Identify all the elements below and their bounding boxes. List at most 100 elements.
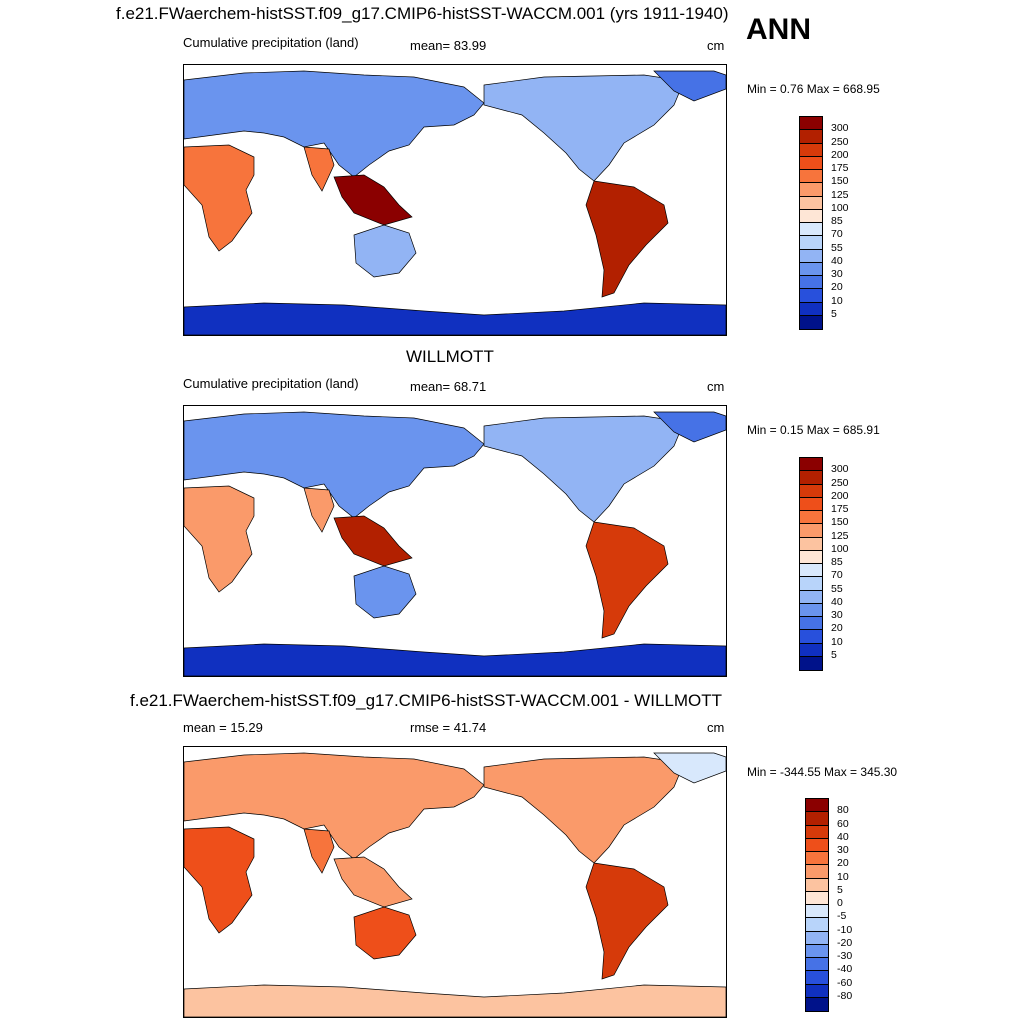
region-india: [303, 828, 335, 874]
colorbar-tick-label: 80: [837, 804, 849, 817]
panel-3-colorbar-swatch: [806, 984, 828, 998]
colorbar-tick-label: -60: [837, 976, 853, 989]
panel-2-colorbar-swatch: [800, 643, 822, 657]
panel-1-map-svg: [184, 70, 726, 335]
colorbar-tick-label: 250: [831, 135, 849, 148]
panel-1-colorbar-swatch: [800, 143, 822, 157]
colorbar-tick-label: 175: [831, 162, 849, 174]
panel-2-variable-label: Cumulative precipitation (land): [183, 376, 359, 391]
region-india: [303, 146, 335, 192]
region-north-america: [483, 415, 685, 523]
region-se-asia: [333, 515, 413, 567]
colorbar-tick-label: 125: [831, 188, 849, 201]
colorbar-tick-label: 40: [837, 830, 849, 843]
colorbar-tick-label: 200: [831, 489, 849, 502]
panel-1-colorbar-swatch: [800, 223, 822, 237]
panel-2-colorbar-swatch: [800, 577, 822, 591]
colorbar-tick-label: 20: [837, 857, 849, 870]
panel-1-colorbar-swatch: [800, 289, 822, 303]
panel-2-minmax: Min = 0.15 Max = 685.91: [747, 423, 880, 437]
panel-1-units: cm: [707, 38, 725, 53]
region-australia: [353, 906, 417, 960]
panel-3-colorbar-swatch: [806, 971, 828, 985]
region-europe-asia: [184, 70, 485, 178]
colorbar-tick-label: -40: [837, 963, 853, 976]
panel-3-colorbar-swatch: [806, 878, 828, 892]
panel-2-units: cm: [707, 379, 725, 394]
panel-3-colorbar-swatch: [806, 825, 828, 839]
panel-3-units: cm: [707, 720, 725, 735]
panel-3-colorbar-swatch: [806, 891, 828, 905]
panel-1-colorbar-swatch: [800, 262, 822, 276]
colorbar-tick-label: 300: [831, 463, 849, 476]
region-south-america: [585, 521, 669, 639]
region-australia: [353, 565, 417, 619]
colorbar-tick-label: -20: [837, 936, 853, 949]
colorbar-tick-label: 200: [831, 148, 849, 161]
panel-2-colorbar-swatch: [800, 603, 822, 617]
panel-3-colorbar-swatch: [806, 812, 828, 826]
colorbar-tick-label: 250: [831, 476, 849, 489]
colorbar-tick-label: 10: [831, 294, 843, 307]
panel-1-colorbar-swatch: [800, 236, 822, 250]
panel-1-title: f.e21.FWaerchem-histSST.f09_g17.CMIP6-hi…: [116, 4, 729, 23]
colorbar-tick-label: 30: [837, 844, 849, 856]
panel-2-colorbar-swatch: [800, 537, 822, 551]
colorbar-tick-label: -80: [837, 989, 853, 1002]
panel-1-variable-label: Cumulative precipitation (land): [183, 35, 359, 50]
region-greenland: [653, 752, 726, 784]
panel-1-colorbar-swatch: [800, 130, 822, 144]
colorbar-tick-label: 85: [831, 215, 843, 227]
colorbar-tick-label: 125: [831, 529, 849, 542]
panel-3-mean-label: mean = 15.29: [183, 720, 263, 735]
panel-3-colorbar-swatch: [806, 958, 828, 972]
colorbar-tick-label: 150: [831, 516, 849, 529]
region-australia: [353, 224, 417, 278]
panel-2-colorbar-swatch: [800, 656, 822, 670]
panel-3-map: [183, 746, 727, 1018]
panel-2-colorbar-swatch: [800, 484, 822, 498]
panel-1-colorbar-swatch: [800, 209, 822, 223]
panel-1-colorbar-swatch: [800, 183, 822, 197]
colorbar-tick-label: 20: [831, 622, 843, 635]
panel-1-colorbar: [799, 116, 823, 330]
colorbar-tick-label: 175: [831, 503, 849, 515]
panel-2-colorbar-swatch: [800, 564, 822, 578]
panel-3-colorbar-swatch: [806, 931, 828, 945]
panel-2-colorbar-swatch: [800, 590, 822, 604]
panel-3-colorbar-swatch: [806, 865, 828, 879]
panel-2-colorbar: [799, 457, 823, 671]
region-africa: [184, 826, 255, 934]
colorbar-tick-label: 55: [831, 582, 843, 595]
colorbar-tick-label: 0: [837, 897, 843, 909]
panel-1-colorbar-swatch: [800, 315, 822, 329]
region-india: [303, 487, 335, 533]
colorbar-tick-label: 30: [831, 268, 843, 280]
colorbar-tick-label: -5: [837, 910, 847, 923]
colorbar-tick-label: 5: [831, 307, 837, 320]
colorbar-tick-label: 55: [831, 241, 843, 254]
panel-3-map-svg: [184, 752, 726, 1017]
region-antarctica: [184, 643, 726, 676]
panel-3-rmse-label: rmse = 41.74: [410, 720, 487, 735]
colorbar-tick-label: 150: [831, 175, 849, 188]
panel-2-colorbar-swatch: [800, 471, 822, 485]
panel-3-colorbar-swatch: [806, 852, 828, 866]
panel-2-title: WILLMOTT: [406, 347, 494, 366]
panel-1-colorbar-swatch: [800, 117, 822, 131]
panel-1-mean-label: mean= 83.99: [410, 38, 487, 53]
panel-1-colorbar-swatch: [800, 249, 822, 263]
region-europe-asia: [184, 752, 485, 860]
panel-2-colorbar-swatch: [800, 550, 822, 564]
region-greenland: [653, 70, 726, 102]
region-south-america: [585, 862, 669, 980]
panel-2-colorbar-swatch: [800, 511, 822, 525]
colorbar-tick-label: -30: [837, 950, 853, 962]
colorbar-tick-label: 85: [831, 556, 843, 568]
panel-1-colorbar-swatch: [800, 196, 822, 210]
panel-1-colorbar-swatch: [800, 156, 822, 170]
colorbar-tick-label: 300: [831, 122, 849, 135]
colorbar-tick-label: 10: [831, 635, 843, 648]
panel-2-map-svg: [184, 411, 726, 676]
colorbar-tick-label: 30: [831, 609, 843, 621]
